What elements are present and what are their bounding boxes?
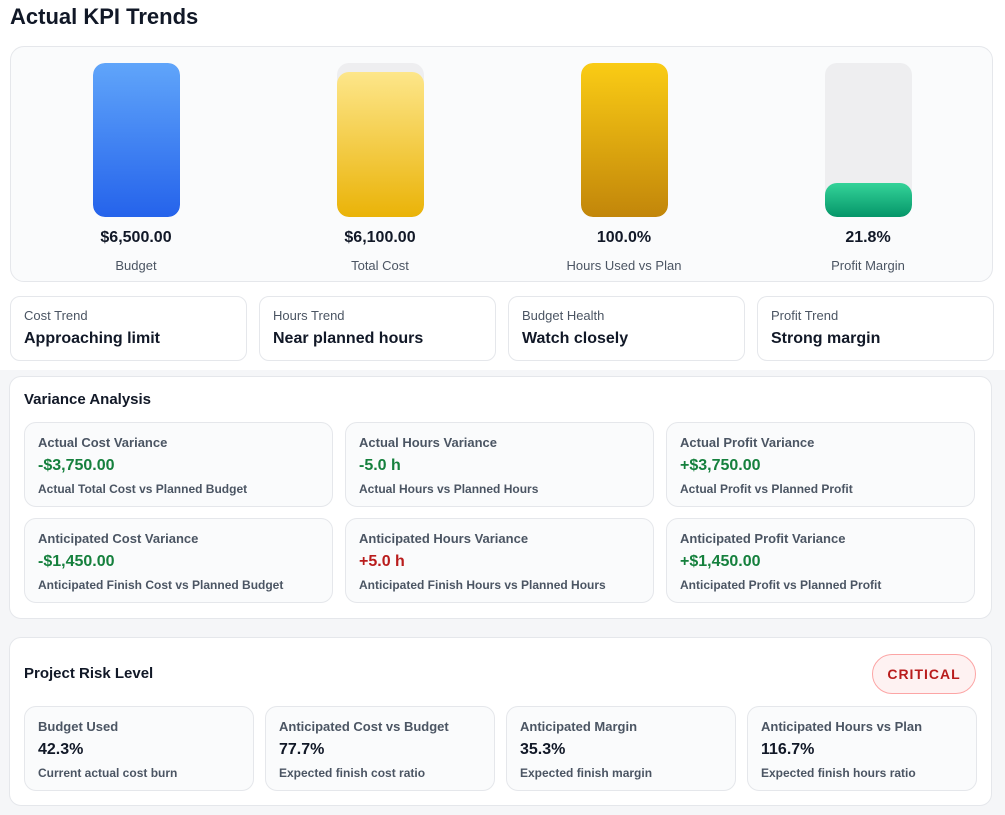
risk-card-label: Budget Used bbox=[38, 719, 119, 734]
risk-card-value: 42.3% bbox=[38, 741, 84, 758]
risk-card-anticipated-margin: Anticipated Margin 35.3% Expected finish… bbox=[506, 706, 736, 791]
trend-card-profit: Profit Trend Strong margin bbox=[757, 296, 994, 361]
variance-card-subtext: Anticipated Finish Hours vs Planned Hour… bbox=[359, 578, 606, 592]
kpi-total-cost: $6,100.00 Total Cost bbox=[300, 63, 460, 273]
kpi-label: Hours Used vs Plan bbox=[566, 258, 682, 273]
variance-card-label: Actual Hours Variance bbox=[359, 435, 497, 450]
trend-card-cost: Cost Trend Approaching limit bbox=[10, 296, 247, 361]
kpi-value: $6,100.00 bbox=[344, 229, 416, 246]
kpi-bar-fill bbox=[92, 63, 180, 217]
risk-card-value: 77.7% bbox=[279, 741, 325, 758]
trend-label: Budget Health bbox=[522, 308, 605, 323]
variance-card-value: +$1,450.00 bbox=[680, 553, 761, 570]
variance-card-label: Actual Profit Variance bbox=[680, 435, 815, 450]
kpi-budget: $6,500.00 Budget bbox=[56, 63, 216, 273]
page-title: Actual KPI Trends bbox=[10, 4, 199, 29]
variance-card-label: Anticipated Profit Variance bbox=[680, 531, 846, 546]
variance-card-subtext: Anticipated Finish Cost vs Planned Budge… bbox=[38, 578, 284, 592]
risk-card-label: Anticipated Margin bbox=[520, 719, 638, 734]
risk-card-value: 116.7% bbox=[761, 741, 815, 758]
trend-value: Watch closely bbox=[522, 330, 629, 347]
kpi-bar-fill bbox=[336, 72, 424, 217]
kpi-bar-fill bbox=[824, 183, 912, 217]
kpi-value: 21.8% bbox=[845, 229, 891, 246]
kpi-value: 100.0% bbox=[596, 229, 652, 246]
trend-label: Profit Trend bbox=[771, 308, 839, 323]
project-risk-title: Project Risk Level bbox=[24, 665, 154, 682]
variance-card-subtext: Actual Total Cost vs Planned Budget bbox=[38, 482, 248, 496]
variance-card-label: Anticipated Hours Variance bbox=[359, 531, 529, 546]
risk-card-label: Anticipated Hours vs Plan bbox=[761, 719, 923, 734]
variance-card-actual-hours: Actual Hours Variance -5.0 h Actual Hour… bbox=[345, 422, 654, 507]
kpi-bar-track bbox=[336, 63, 424, 217]
trend-card-hours: Hours Trend Near planned hours bbox=[259, 296, 496, 361]
variance-card-anticipated-cost: Anticipated Cost Variance -$1,450.00 Ant… bbox=[24, 518, 333, 603]
kpi-bar-fill bbox=[580, 63, 668, 217]
risk-card-budget-used: Budget Used 42.3% Current actual cost bu… bbox=[24, 706, 254, 791]
trend-label: Hours Trend bbox=[273, 308, 345, 323]
variance-card-value: -$3,750.00 bbox=[38, 457, 115, 474]
variance-card-label: Anticipated Cost Variance bbox=[38, 531, 199, 546]
variance-card-actual-profit: Actual Profit Variance +$3,750.00 Actual… bbox=[666, 422, 975, 507]
variance-analysis-title: Variance Analysis bbox=[24, 391, 152, 408]
trend-value: Approaching limit bbox=[24, 330, 160, 347]
variance-card-label: Actual Cost Variance bbox=[38, 435, 168, 450]
variance-card-subtext: Anticipated Profit vs Planned Profit bbox=[680, 578, 882, 592]
kpi-bar-track bbox=[92, 63, 180, 217]
risk-card-subtext: Expected finish cost ratio bbox=[279, 766, 426, 780]
kpi-bar-track bbox=[824, 63, 912, 217]
kpi-hours-used: 100.0% Hours Used vs Plan bbox=[544, 63, 704, 273]
risk-card-subtext: Expected finish hours ratio bbox=[761, 766, 916, 780]
kpi-panel: $6,500.00 Budget $6,100.00 Total Cost 10… bbox=[10, 46, 993, 282]
variance-card-actual-cost: Actual Cost Variance -$3,750.00 Actual T… bbox=[24, 422, 333, 507]
variance-card-subtext: Actual Profit vs Planned Profit bbox=[680, 482, 853, 496]
risk-card-value: 35.3% bbox=[520, 741, 566, 758]
trend-card-budget-health: Budget Health Watch closely bbox=[508, 296, 745, 361]
risk-card-label: Anticipated Cost vs Budget bbox=[279, 719, 449, 734]
risk-card-anticipated-cost: Anticipated Cost vs Budget 77.7% Expecte… bbox=[265, 706, 495, 791]
variance-card-anticipated-profit: Anticipated Profit Variance +$1,450.00 A… bbox=[666, 518, 975, 603]
trend-label: Cost Trend bbox=[24, 308, 88, 323]
risk-level-badge: CRITICAL bbox=[872, 654, 976, 694]
variance-card-value: -$1,450.00 bbox=[38, 553, 115, 570]
trend-value: Strong margin bbox=[771, 330, 881, 347]
kpi-label: Total Cost bbox=[351, 258, 409, 273]
kpi-label: Budget bbox=[115, 258, 157, 273]
variance-card-anticipated-hours: Anticipated Hours Variance +5.0 h Antici… bbox=[345, 518, 654, 603]
variance-card-value: +$3,750.00 bbox=[680, 457, 761, 474]
risk-card-anticipated-hours: Anticipated Hours vs Plan 116.7% Expecte… bbox=[747, 706, 977, 791]
trend-value: Near planned hours bbox=[273, 330, 424, 347]
risk-card-subtext: Expected finish margin bbox=[520, 766, 653, 780]
risk-card-subtext: Current actual cost burn bbox=[38, 766, 178, 780]
kpi-profit-margin: 21.8% Profit Margin bbox=[788, 63, 948, 273]
variance-card-value: -5.0 h bbox=[359, 457, 401, 474]
variance-card-subtext: Actual Hours vs Planned Hours bbox=[359, 482, 539, 496]
kpi-label: Profit Margin bbox=[831, 258, 905, 273]
variance-card-value: +5.0 h bbox=[359, 553, 405, 570]
kpi-bar-track bbox=[580, 63, 668, 217]
kpi-value: $6,500.00 bbox=[100, 229, 172, 246]
